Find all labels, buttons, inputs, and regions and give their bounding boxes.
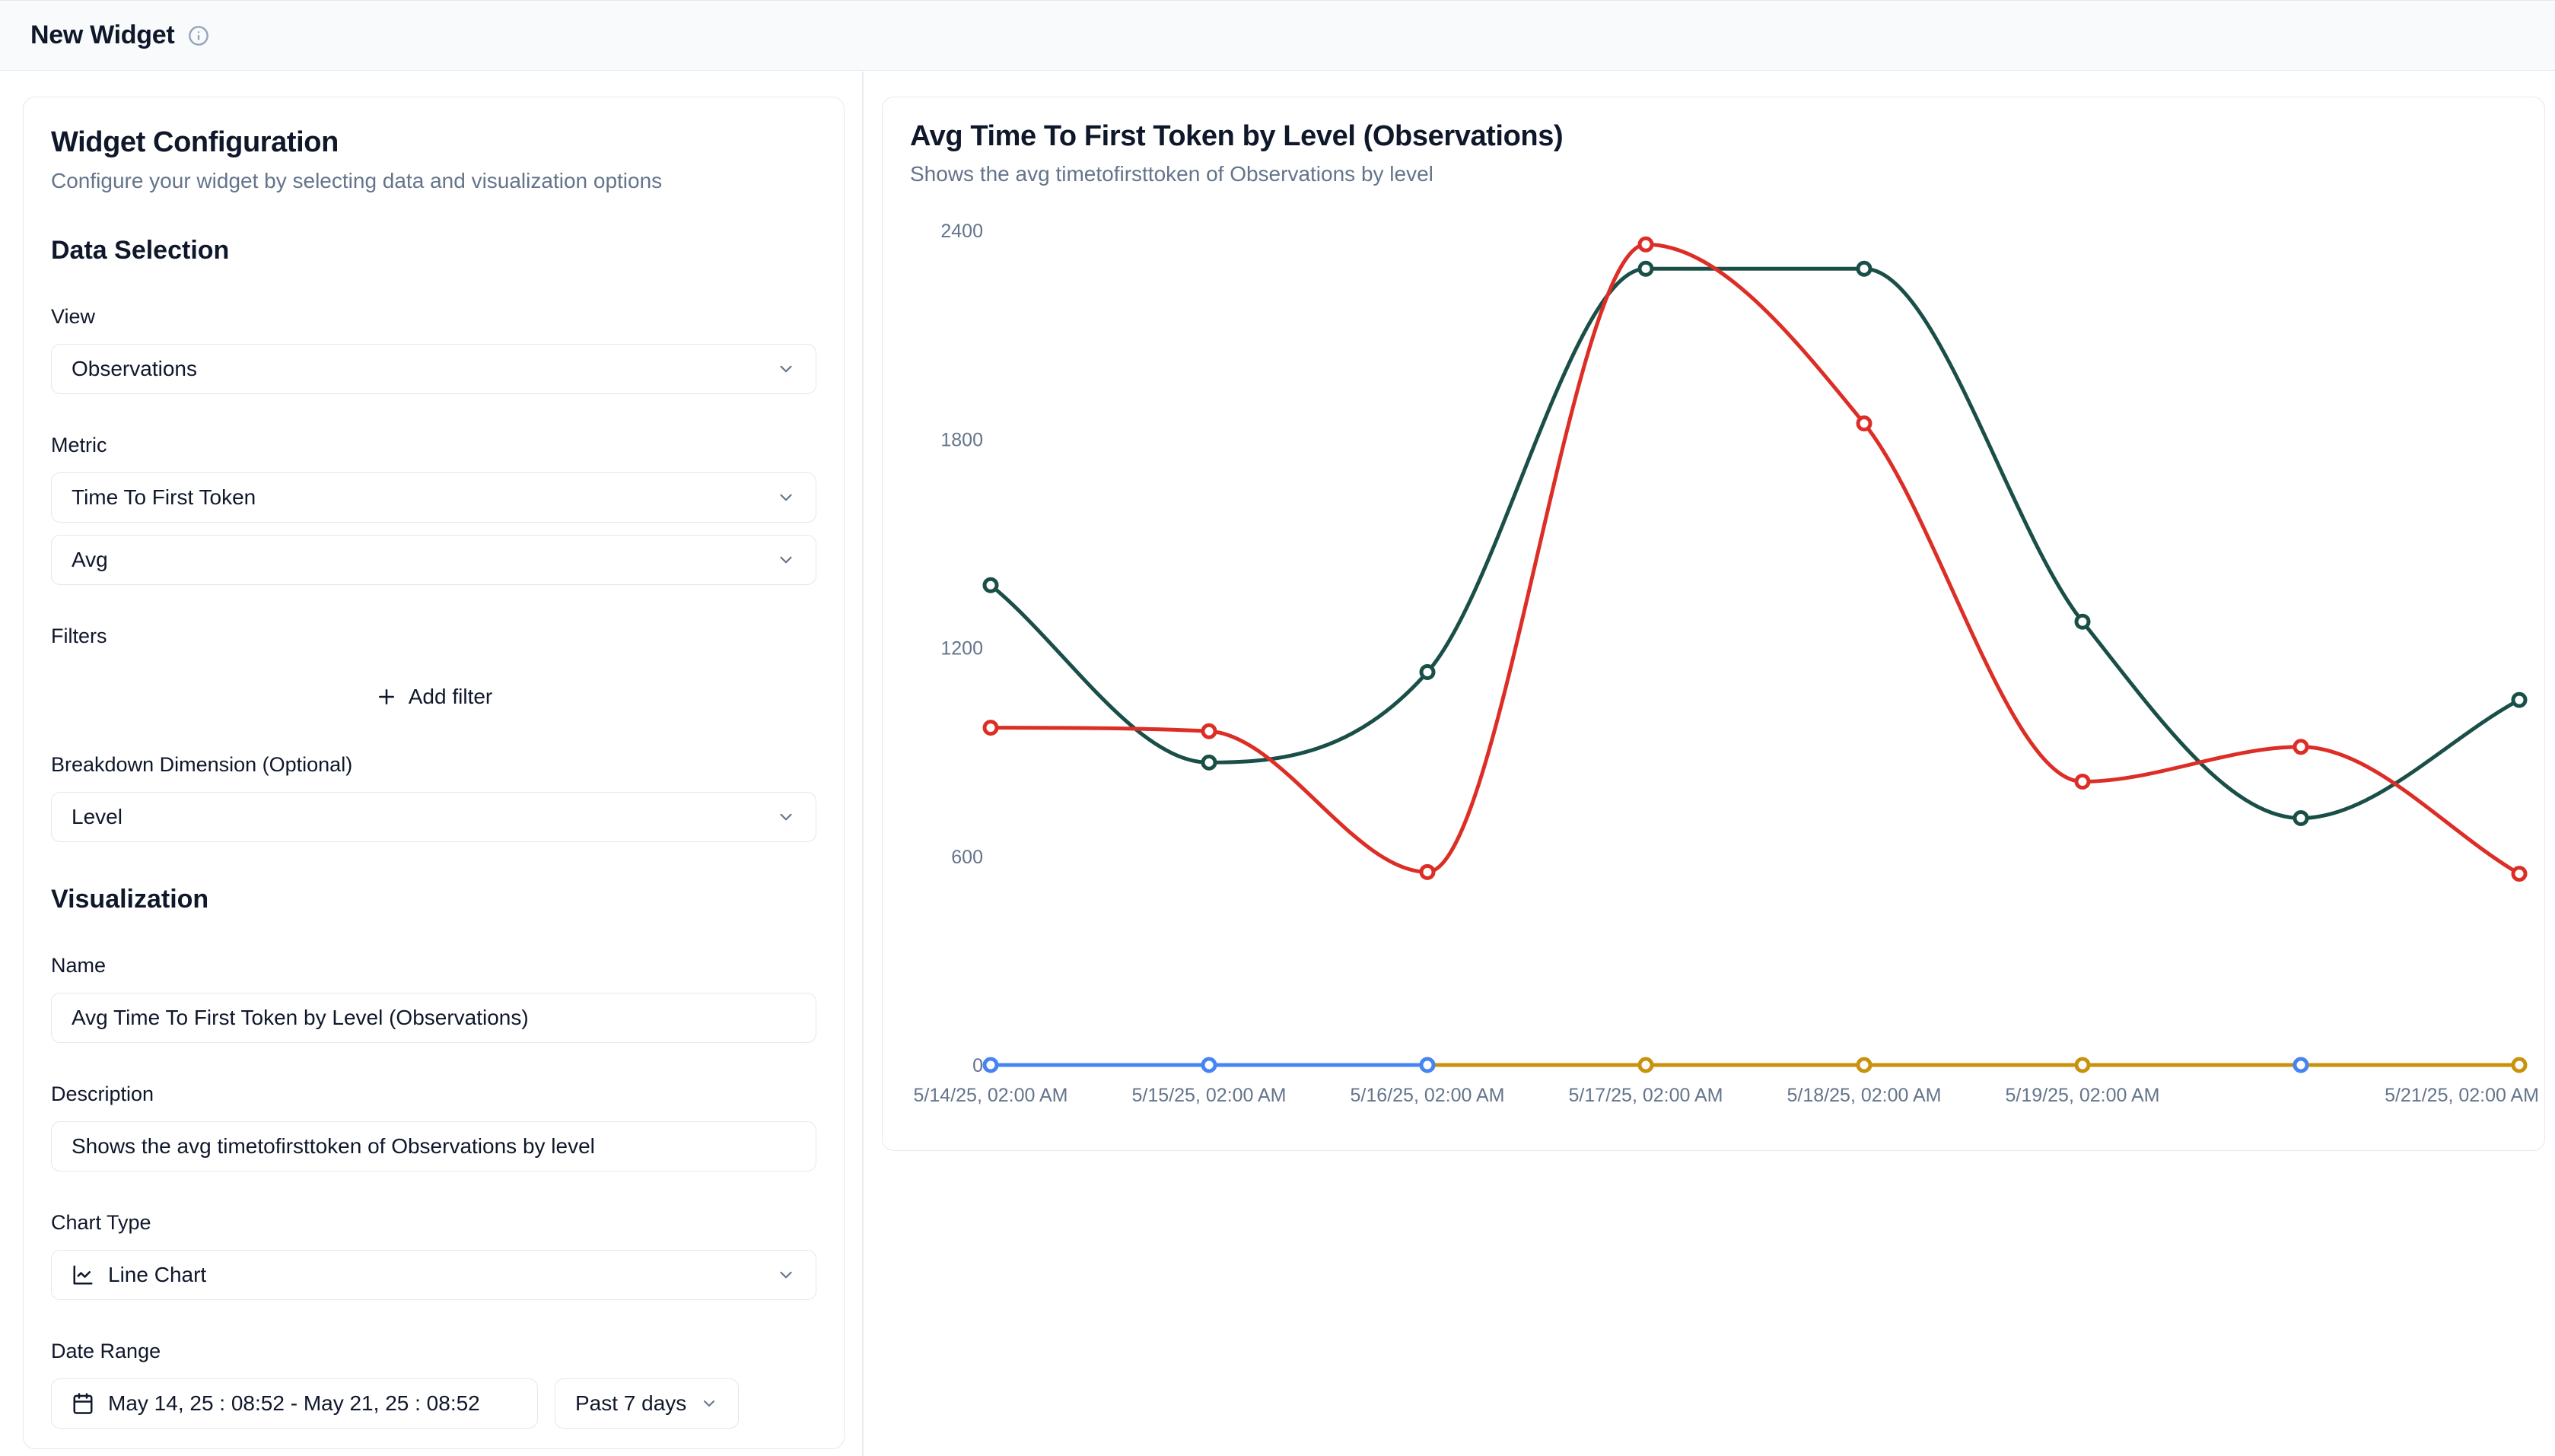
metric-label: Metric (51, 434, 107, 456)
svg-text:5/17/25, 02:00 AM: 5/17/25, 02:00 AM (1569, 1085, 1723, 1106)
svg-text:5/18/25, 02:00 AM: 5/18/25, 02:00 AM (1787, 1085, 1942, 1106)
calendar-icon (72, 1392, 94, 1415)
page-header: New Widget (0, 0, 2555, 71)
chart-type-select[interactable]: Line Chart (51, 1250, 816, 1300)
name-label: Name (51, 954, 107, 977)
metric-select-value: Time To First Token (72, 485, 256, 509)
svg-text:5/21/25, 02:00 AM: 5/21/25, 02:00 AM (2385, 1085, 2539, 1106)
date-preset-button[interactable]: Past 7 days (555, 1378, 739, 1429)
svg-text:2400: 2400 (940, 221, 983, 242)
panel-divider (862, 72, 864, 1456)
metric-select[interactable]: Time To First Token (51, 472, 816, 523)
chevron-down-icon (776, 488, 796, 507)
chevron-down-icon (776, 1265, 796, 1285)
visualization-heading: Visualization (51, 885, 209, 914)
date-range-button[interactable]: May 14, 25 : 08:52 - May 21, 25 : 08:52 (51, 1378, 538, 1429)
config-subtitle: Configure your widget by selecting data … (51, 169, 663, 192)
svg-text:0: 0 (972, 1055, 983, 1076)
svg-text:5/16/25, 02:00 AM: 5/16/25, 02:00 AM (1351, 1085, 1505, 1106)
aggregation-select[interactable]: Avg (51, 535, 816, 585)
chevron-down-icon (776, 550, 796, 570)
breakdown-label: Breakdown Dimension (Optional) (51, 753, 353, 776)
date-range-label: Date Range (51, 1340, 161, 1362)
filters-label: Filters (51, 625, 107, 647)
chart-preview-panel: Avg Time To First Token by Level (Observ… (882, 97, 2545, 1151)
svg-text:5/14/25, 02:00 AM: 5/14/25, 02:00 AM (914, 1085, 1068, 1106)
breakdown-select[interactable]: Level (51, 792, 816, 842)
breakdown-select-value: Level (72, 805, 123, 828)
date-preset-value: Past 7 days (575, 1391, 687, 1415)
data-selection-heading: Data Selection (51, 236, 230, 265)
widget-configuration-panel: Widget Configuration Configure your widg… (23, 97, 845, 1449)
chevron-down-icon (700, 1394, 718, 1413)
info-icon[interactable] (188, 25, 209, 46)
chevron-down-icon (776, 359, 796, 379)
svg-text:5/15/25, 02:00 AM: 5/15/25, 02:00 AM (1132, 1085, 1287, 1106)
chart-type-select-value: Line Chart (108, 1263, 207, 1286)
date-range-row: May 14, 25 : 08:52 - May 21, 25 : 08:52 … (51, 1363, 816, 1429)
svg-text:600: 600 (951, 847, 983, 868)
chart-type-label: Chart Type (51, 1211, 151, 1234)
date-range-value: May 14, 25 : 08:52 - May 21, 25 : 08:52 (108, 1391, 480, 1415)
add-filter-label: Add filter (408, 685, 493, 708)
view-select[interactable]: Observations (51, 344, 816, 394)
view-select-value: Observations (72, 357, 197, 380)
plus-icon (375, 685, 398, 708)
view-label: View (51, 305, 96, 328)
description-label: Description (51, 1082, 154, 1105)
name-input[interactable] (51, 993, 816, 1043)
line-chart-svg: 0 600 1200 1800 2400 5/14/25, 02:00 AM 5/15/25… (914, 221, 2539, 1106)
chevron-down-icon (776, 807, 796, 827)
svg-text:1800: 1800 (940, 429, 983, 450)
config-title: Widget Configuration (51, 126, 339, 158)
add-filter-button[interactable]: Add filter (51, 680, 816, 714)
svg-text:1200: 1200 (940, 638, 983, 660)
svg-text:5/19/25, 02:00 AM: 5/19/25, 02:00 AM (2006, 1085, 2160, 1106)
aggregation-select-value: Avg (72, 548, 108, 571)
page-title: New Widget (30, 21, 175, 49)
chart-title: Avg Time To First Token by Level (Observ… (910, 120, 1564, 152)
chart-subtitle: Shows the avg timetofirsttoken of Observ… (910, 162, 1433, 186)
line-chart-icon (72, 1264, 94, 1286)
description-input[interactable] (51, 1121, 816, 1171)
